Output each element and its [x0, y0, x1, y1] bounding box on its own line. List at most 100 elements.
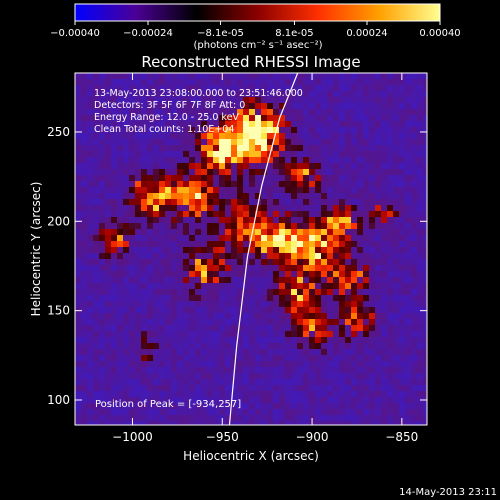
heatmap-cell	[99, 109, 106, 116]
heatmap-cell	[183, 223, 190, 230]
heatmap-cell	[369, 289, 376, 296]
heatmap-cell	[309, 391, 316, 398]
heatmap-cell	[321, 211, 328, 218]
heatmap-cell	[321, 151, 328, 158]
heatmap-cell	[411, 127, 418, 134]
heatmap-cell	[405, 211, 412, 218]
heatmap-cell	[321, 109, 328, 116]
heatmap-cell	[147, 295, 154, 302]
heatmap-cell	[267, 295, 274, 302]
heatmap-cell	[381, 91, 388, 98]
heatmap-cell	[201, 307, 208, 314]
heatmap-cell	[237, 409, 244, 416]
heatmap-cell	[405, 97, 412, 104]
heatmap-cell	[201, 373, 208, 380]
heatmap-cell	[309, 187, 316, 194]
heatmap-cell	[183, 307, 190, 314]
heatmap-cell	[303, 223, 310, 230]
heatmap-cell	[303, 325, 310, 332]
heatmap-cell	[87, 283, 94, 290]
heatmap-cell	[297, 169, 304, 176]
heatmap-cell	[333, 247, 340, 254]
heatmap-cell	[393, 205, 400, 212]
heatmap-cell	[171, 103, 178, 110]
heatmap-cell	[315, 205, 322, 212]
heatmap-cell	[153, 403, 160, 410]
heatmap-cell	[219, 217, 226, 224]
heatmap-cell	[285, 217, 292, 224]
heatmap-cell	[369, 385, 376, 392]
heatmap-cell	[351, 253, 358, 260]
heatmap-cell	[231, 229, 238, 236]
heatmap-cell	[387, 409, 394, 416]
heatmap-cell	[393, 259, 400, 266]
heatmap-cell	[351, 91, 358, 98]
heatmap-cell	[279, 199, 286, 206]
heatmap-cell	[279, 217, 286, 224]
heatmap-cell	[279, 163, 286, 170]
heatmap-cell	[123, 133, 130, 140]
heatmap-cell	[93, 175, 100, 182]
heatmap-cell	[369, 133, 376, 140]
heatmap-cell	[141, 385, 148, 392]
heatmap-cell	[237, 295, 244, 302]
heatmap-cell	[81, 343, 88, 350]
heatmap-cell	[159, 307, 166, 314]
heatmap-cell	[285, 169, 292, 176]
heatmap-cell	[165, 403, 172, 410]
heatmap-cell	[105, 331, 112, 338]
heatmap-cell	[195, 283, 202, 290]
heatmap-cell	[129, 109, 136, 116]
heatmap-cell	[117, 217, 124, 224]
heatmap-cell	[249, 367, 256, 374]
heatmap-cell	[417, 421, 424, 425]
heatmap-cell	[75, 109, 82, 116]
heatmap-cell	[153, 193, 160, 200]
heatmap-cell	[237, 109, 244, 116]
heatmap-cell	[231, 265, 238, 272]
heatmap-cell	[423, 187, 427, 194]
heatmap-cell	[255, 349, 262, 356]
heatmap-cell	[369, 331, 376, 338]
heatmap-cell	[381, 169, 388, 176]
heatmap-cell	[375, 229, 382, 236]
heatmap-cell	[393, 229, 400, 236]
heatmap-cell	[351, 175, 358, 182]
heatmap-cell	[249, 205, 256, 212]
heatmap-cell	[417, 205, 424, 212]
heatmap-cell	[183, 277, 190, 284]
heatmap-cell	[405, 409, 412, 416]
heatmap-cell	[177, 337, 184, 344]
heatmap-cell	[165, 79, 172, 86]
heatmap-cell	[381, 403, 388, 410]
heatmap-cell	[267, 415, 274, 422]
heatmap-cell	[183, 295, 190, 302]
heatmap-cell	[135, 241, 142, 248]
heatmap-cell	[369, 373, 376, 380]
heatmap-cell	[351, 109, 358, 116]
heatmap-cell	[93, 265, 100, 272]
heatmap-cell	[399, 163, 406, 170]
heatmap-cell	[87, 199, 94, 206]
heatmap-cell	[333, 205, 340, 212]
heatmap-cell	[93, 85, 100, 92]
heatmap-cell	[177, 103, 184, 110]
heatmap-cell	[129, 265, 136, 272]
heatmap-cell	[117, 163, 124, 170]
heatmap-cell	[213, 163, 220, 170]
heatmap-cell	[99, 397, 106, 404]
heatmap-cell	[261, 379, 268, 386]
heatmap-cell	[159, 301, 166, 308]
heatmap-cell	[159, 139, 166, 146]
heatmap-cell	[117, 403, 124, 410]
heatmap-cell	[243, 181, 250, 188]
heatmap-cell	[261, 181, 268, 188]
heatmap-cell	[213, 181, 220, 188]
heatmap-cell	[417, 109, 424, 116]
heatmap-cell	[333, 175, 340, 182]
heatmap-cell	[261, 199, 268, 206]
heatmap-cell	[279, 355, 286, 362]
heatmap-cell	[195, 193, 202, 200]
heatmap-cell	[99, 241, 106, 248]
heatmap-cell	[375, 121, 382, 128]
